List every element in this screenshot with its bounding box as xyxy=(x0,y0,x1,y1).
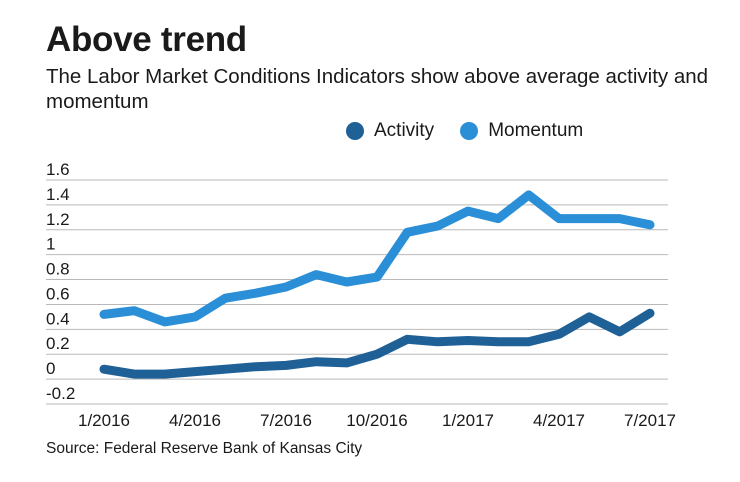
y-tick-label: 0.6 xyxy=(46,284,70,303)
x-tick-label: 4/2017 xyxy=(533,411,585,430)
activity-line xyxy=(99,308,655,379)
legend: Activity Momentum xyxy=(346,120,609,142)
series-lines xyxy=(99,190,655,379)
legend-item-momentum: Momentum xyxy=(460,120,583,142)
x-tick-label: 1/2016 xyxy=(78,411,130,430)
y-tick-label: 0.8 xyxy=(46,260,70,279)
y-tick-label: 0.4 xyxy=(46,309,70,328)
y-tick-label: 1.6 xyxy=(46,160,70,179)
x-axis-tick-labels: 1/2016 4/2016 7/2016 10/2016 1/2017 4/2017 7/2… xyxy=(78,411,676,430)
x-tick-label: 1/2017 xyxy=(442,411,494,430)
y-tick-label: 0.2 xyxy=(46,334,70,353)
legend-label-activity: Activity xyxy=(374,120,435,141)
source-note: Source: Federal Reserve Bank of Kansas C… xyxy=(46,440,363,457)
y-tick-label: 1 xyxy=(46,235,55,254)
x-tick-label: 7/2016 xyxy=(260,411,312,430)
y-tick-label: 0 xyxy=(46,359,55,378)
momentum-line xyxy=(99,190,655,327)
legend-item-activity: Activity xyxy=(346,120,434,142)
x-tick-label: 10/2016 xyxy=(346,411,407,430)
legend-swatch-activity xyxy=(346,122,364,140)
chart-title: Above trend xyxy=(46,20,247,59)
y-axis-tick-labels: 1.6 1.4 1.2 1 0.8 0.6 0.4 0.2 0 -0.2 xyxy=(46,160,75,403)
legend-label-momentum: Momentum xyxy=(488,120,584,141)
y-tick-label: 1.2 xyxy=(46,210,70,229)
y-tick-label: -0.2 xyxy=(46,384,75,403)
y-tick-label: 1.4 xyxy=(46,185,70,204)
x-tick-label: 7/2017 xyxy=(624,411,676,430)
chart-subtitle: The Labor Market Conditions Indicators s… xyxy=(46,65,709,113)
legend-swatch-momentum xyxy=(460,122,479,140)
x-tick-label: 4/2016 xyxy=(169,411,221,430)
